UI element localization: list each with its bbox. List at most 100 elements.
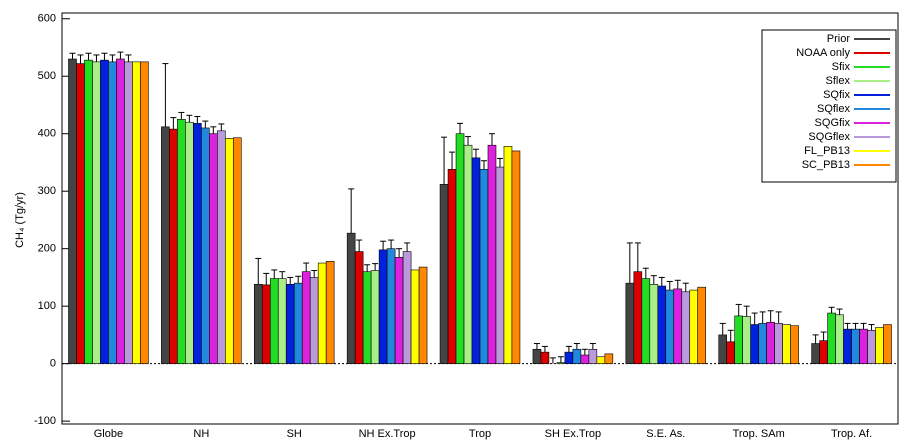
bar [697, 286, 707, 364]
error-bar [480, 160, 487, 170]
error-bar [719, 322, 726, 335]
bar [193, 123, 202, 364]
bar [402, 251, 412, 364]
bar [269, 278, 279, 364]
legend-label: SQflex [817, 103, 851, 115]
error-bar [860, 322, 867, 330]
error-bar [658, 276, 665, 287]
bar [580, 354, 590, 364]
bar [116, 58, 125, 364]
bar [209, 133, 218, 364]
bar [503, 146, 513, 364]
error-bar [364, 264, 371, 272]
error-bar [852, 322, 859, 330]
error-bar [626, 242, 633, 284]
error-bar [533, 343, 540, 350]
bar [132, 61, 141, 364]
bar [588, 348, 598, 364]
bar [471, 157, 481, 364]
bar [108, 61, 117, 364]
bar [641, 278, 651, 364]
error-bar [388, 239, 395, 249]
bar [867, 330, 876, 364]
bar [572, 348, 582, 364]
y-tick-label: -100 [34, 415, 56, 427]
bar [689, 289, 699, 364]
bar [92, 61, 101, 364]
bar [835, 314, 844, 364]
bar [354, 251, 364, 364]
bar [325, 261, 335, 364]
error-bar [634, 242, 641, 272]
error-bar [356, 239, 363, 252]
error-bar [162, 63, 169, 127]
bar [463, 144, 473, 364]
error-bar [573, 343, 580, 350]
bar [495, 166, 505, 364]
legend-label: SQGflex [808, 131, 850, 143]
y-tick-label: 0 [50, 358, 56, 370]
bar [84, 59, 93, 364]
bar [851, 328, 860, 364]
bar [386, 248, 396, 364]
bar [596, 356, 606, 364]
bar [253, 284, 263, 364]
error-bar [727, 329, 734, 342]
error-bar [109, 54, 116, 62]
legend-label: SQfix [823, 89, 850, 101]
error-bar [311, 270, 318, 278]
bar [378, 249, 388, 364]
error-bar [125, 54, 132, 62]
error-bar [642, 267, 649, 279]
error-bar [372, 263, 379, 271]
bar [819, 340, 828, 364]
x-tick-label: NH [193, 428, 209, 440]
legend-label: Sfix [832, 61, 851, 73]
bar [362, 271, 372, 364]
error-bar [186, 114, 193, 123]
bar [439, 183, 449, 364]
error-bar [844, 322, 851, 330]
error-bar [565, 345, 572, 353]
legend-label: NOAA only [796, 47, 850, 59]
error-bar [589, 343, 596, 350]
bar [261, 284, 271, 364]
error-bar [295, 275, 302, 284]
error-bar [473, 148, 480, 158]
y-tick-label: 100 [38, 300, 56, 312]
bar [418, 266, 428, 364]
bar [742, 316, 751, 364]
error-bar [488, 133, 495, 146]
error-bar [449, 151, 456, 170]
bar [633, 271, 643, 364]
error-bar [674, 279, 681, 289]
bar [564, 351, 574, 364]
error-bar [101, 52, 108, 61]
x-tick-label: NH Ex.Trop [359, 428, 416, 440]
bar [665, 289, 675, 364]
error-bar [178, 111, 185, 120]
bar [285, 284, 295, 364]
error-bar [767, 310, 774, 323]
bar [532, 348, 542, 364]
error-bar [404, 242, 411, 252]
bar [766, 321, 775, 364]
error-bar [836, 308, 843, 315]
error-bar [541, 345, 548, 353]
y-tick-label: 200 [38, 243, 56, 255]
error-bar [93, 54, 100, 62]
y-tick-label: 600 [38, 13, 56, 25]
error-bar [743, 305, 750, 317]
legend-box [761, 29, 897, 183]
error-bar [85, 52, 92, 61]
error-bar [735, 303, 742, 316]
error-bar [650, 275, 657, 285]
bar [124, 61, 133, 364]
error-bar [828, 306, 835, 314]
bar [447, 169, 457, 364]
bar [479, 169, 489, 364]
error-bar [255, 257, 262, 285]
bar [750, 324, 759, 364]
y-axis-label: CH₄ (Tg/yr) [14, 192, 26, 248]
bar [309, 277, 319, 364]
